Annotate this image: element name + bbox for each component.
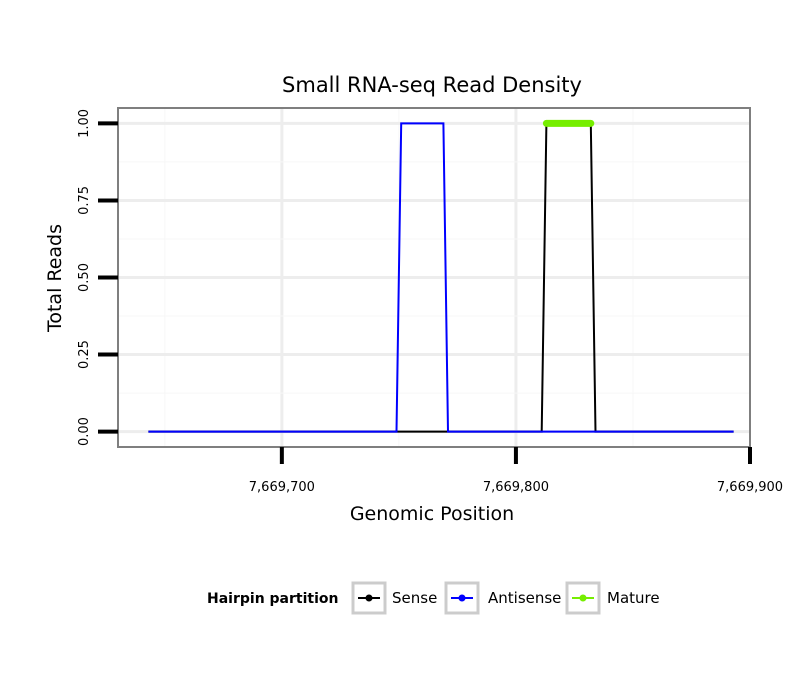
series-line-antisense — [148, 122, 734, 433]
y-tick-label: 0.50 — [77, 263, 92, 292]
legend-key-point-antisense — [458, 594, 466, 602]
chart-title: Small RNA-seq Read Density — [282, 73, 582, 97]
y-tick-label: 0.00 — [77, 417, 92, 446]
legend-label-sense: Sense — [392, 589, 437, 607]
x-axis-title: Genomic Position — [350, 503, 514, 525]
x-tick-label: 7,669,700 — [249, 480, 315, 495]
series-lines — [148, 119, 734, 433]
legend-key-point-mature — [579, 594, 587, 602]
y-tick-label: 0.75 — [77, 186, 92, 215]
legend-key-point-sense — [365, 594, 373, 602]
axes: 7,669,700 7,669,800 7,669,900 0.00 0.25 0.50 0… — [77, 109, 783, 495]
legend-title: Hairpin partition — [207, 591, 338, 607]
x-tick-label: 7,669,900 — [717, 480, 783, 495]
y-tick-label: 0.25 — [77, 340, 92, 369]
grid — [118, 108, 750, 447]
legend: Hairpin partition Sense Antisense Mature — [207, 581, 660, 615]
legend-label-antisense: Antisense — [488, 589, 561, 607]
y-tick-label: 1.00 — [77, 109, 92, 138]
legend-label-mature: Mature — [607, 589, 660, 607]
x-tick-label: 7,669,800 — [483, 480, 549, 495]
y-axis-title: Total Reads — [44, 224, 66, 333]
